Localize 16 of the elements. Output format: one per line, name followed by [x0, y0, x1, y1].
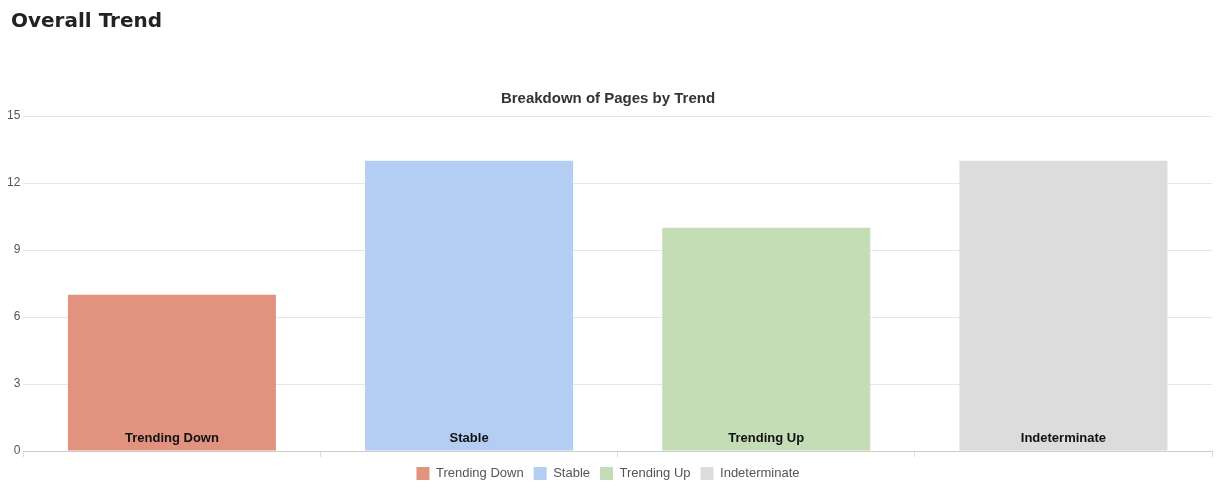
- y-tick-label: 0: [13, 443, 21, 458]
- legend-label: Indeterminate: [720, 465, 800, 481]
- y-tick-label: 9: [13, 242, 21, 257]
- x-tick-label: Stable: [449, 430, 489, 446]
- legend-label: Stable: [553, 465, 591, 481]
- x-tick-label: Indeterminate: [1020, 430, 1107, 446]
- y-tick-label: 3: [13, 376, 21, 391]
- legend-label: Trending Down: [435, 465, 524, 481]
- y-tick-label: 15: [6, 108, 21, 123]
- x-tick-label: Trending Up: [728, 430, 805, 446]
- y-tick-label: 6: [13, 309, 21, 324]
- chart-subtitle: Breakdown of Pages by Trend: [500, 89, 716, 107]
- legend-label: Trending Up: [619, 465, 691, 481]
- chart-title: Overall Trend: [11, 8, 163, 32]
- x-tick-label: Trending Down: [124, 430, 219, 446]
- y-tick-label: 12: [6, 175, 21, 190]
